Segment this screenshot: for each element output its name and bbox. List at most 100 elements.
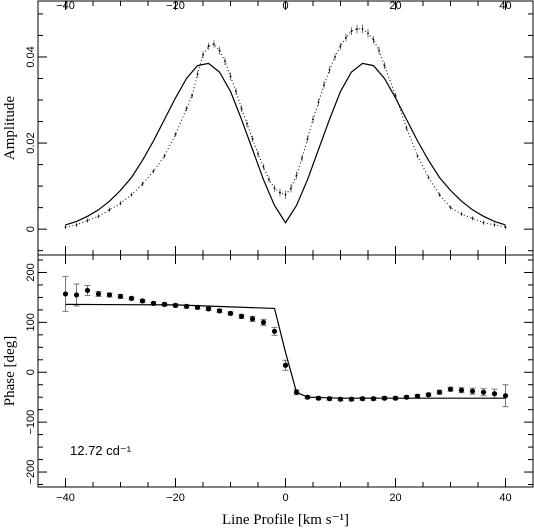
amplitude-point xyxy=(163,155,166,157)
phase-point xyxy=(205,306,212,312)
phase-point xyxy=(95,291,102,297)
y-tick-label: −100 xyxy=(25,410,37,435)
amplitude-point xyxy=(339,45,342,48)
amplitude-point xyxy=(306,137,309,140)
model-line xyxy=(65,62,506,226)
amplitude-point xyxy=(191,94,193,97)
amplitude-point xyxy=(251,137,254,140)
phase-point xyxy=(337,396,344,402)
amplitude-point xyxy=(207,45,210,48)
amplitude-point xyxy=(130,193,133,196)
phase-point xyxy=(128,295,135,302)
amplitude-point xyxy=(493,223,496,226)
phase-point xyxy=(260,319,267,325)
y-tick-label: 0 xyxy=(25,226,37,232)
y-axis-title: Amplitude xyxy=(2,96,18,161)
amplitude-point xyxy=(323,84,325,86)
x-tick-label: −40 xyxy=(56,492,75,504)
amplitude-point xyxy=(108,208,111,211)
phase-point xyxy=(84,287,91,294)
phase-point xyxy=(348,396,355,402)
frequency-annotation: 12.72 cd⁻¹ xyxy=(70,443,132,458)
x-tick-label-top: −40 xyxy=(56,0,75,12)
amplitude-point xyxy=(174,133,177,136)
phase-point xyxy=(447,386,454,392)
amplitude-point xyxy=(246,122,248,125)
phase-point xyxy=(106,292,113,298)
phase-point xyxy=(502,393,509,399)
amplitude-point xyxy=(218,49,221,52)
amplitude-point xyxy=(75,223,78,226)
phase-point xyxy=(117,293,124,300)
amplitude-point xyxy=(504,226,507,228)
phase-point xyxy=(469,388,476,394)
amplitude-point xyxy=(284,193,287,196)
y-tick-label: −200 xyxy=(25,460,37,485)
y-tick-label: 0.02 xyxy=(25,132,37,153)
phase-point xyxy=(491,391,498,397)
amplitude-point xyxy=(383,64,386,67)
amplitude-point xyxy=(334,56,336,58)
x-tick-label: 20 xyxy=(389,492,401,504)
phase-point xyxy=(326,396,333,402)
amplitude-point xyxy=(268,178,270,181)
amplitude-point xyxy=(482,221,485,224)
amplitude-point xyxy=(427,176,430,179)
x-tick-label: −20 xyxy=(166,492,185,504)
amplitude-point xyxy=(152,170,155,172)
phase-point xyxy=(425,392,432,398)
amplitude-panel: −40 −20 0 20 40 0 0.02 0.04 Amplitude xyxy=(2,0,534,256)
phase-point xyxy=(458,387,465,393)
amplitude-point xyxy=(224,60,226,63)
amplitude-point xyxy=(240,107,243,110)
amplitude-point xyxy=(141,183,144,185)
amplitude-point xyxy=(229,75,232,78)
amplitude-point xyxy=(449,206,452,209)
phase-point xyxy=(227,310,234,316)
y-tick-label: 100 xyxy=(25,313,37,331)
x-tick-label-top: 20 xyxy=(389,0,401,12)
amplitude-point xyxy=(367,32,369,35)
phase-point xyxy=(480,389,487,395)
phase-point xyxy=(238,313,245,319)
amplitude-point xyxy=(361,28,364,30)
amplitude-point xyxy=(317,101,320,104)
y-tick-label: 200 xyxy=(25,263,37,281)
phase-point xyxy=(139,298,146,304)
y-tick-label: 0 xyxy=(25,369,37,375)
amplitude-point xyxy=(356,28,358,30)
y-tick-label: 0.04 xyxy=(25,46,37,67)
phase-point xyxy=(183,303,190,309)
amplitude-point xyxy=(273,187,276,190)
amplitude-point xyxy=(257,152,259,155)
phase-point xyxy=(73,292,80,298)
phase-point xyxy=(315,395,322,401)
x-tick-label: 0 xyxy=(282,492,288,504)
amplitude-point xyxy=(345,36,347,39)
amplitude-point xyxy=(213,43,215,45)
x-axis-title: Line Profile [km s⁻¹] xyxy=(222,512,349,528)
x-tick-label: 40 xyxy=(499,492,511,504)
amplitude-point xyxy=(64,226,67,228)
amplitude-point xyxy=(97,215,100,218)
amplitude-point xyxy=(290,187,292,190)
amplitude-point xyxy=(262,165,265,168)
amplitude-point xyxy=(471,217,474,220)
amplitude-point xyxy=(295,174,298,177)
phase-point xyxy=(271,328,278,334)
amplitude-point xyxy=(372,38,375,41)
phase-point xyxy=(414,393,421,399)
amplitude-point xyxy=(202,53,204,56)
amplitude-point xyxy=(438,193,441,196)
amplitude-point xyxy=(86,219,89,222)
amplitude-point xyxy=(185,107,188,110)
phase-point xyxy=(62,291,69,297)
amplitude-point xyxy=(460,213,463,216)
model-line xyxy=(65,303,506,399)
amplitude-point xyxy=(405,127,408,129)
amplitude-point xyxy=(301,157,303,160)
phase-point xyxy=(249,316,256,322)
amplitude-point xyxy=(119,202,122,205)
phase-point xyxy=(403,394,410,400)
